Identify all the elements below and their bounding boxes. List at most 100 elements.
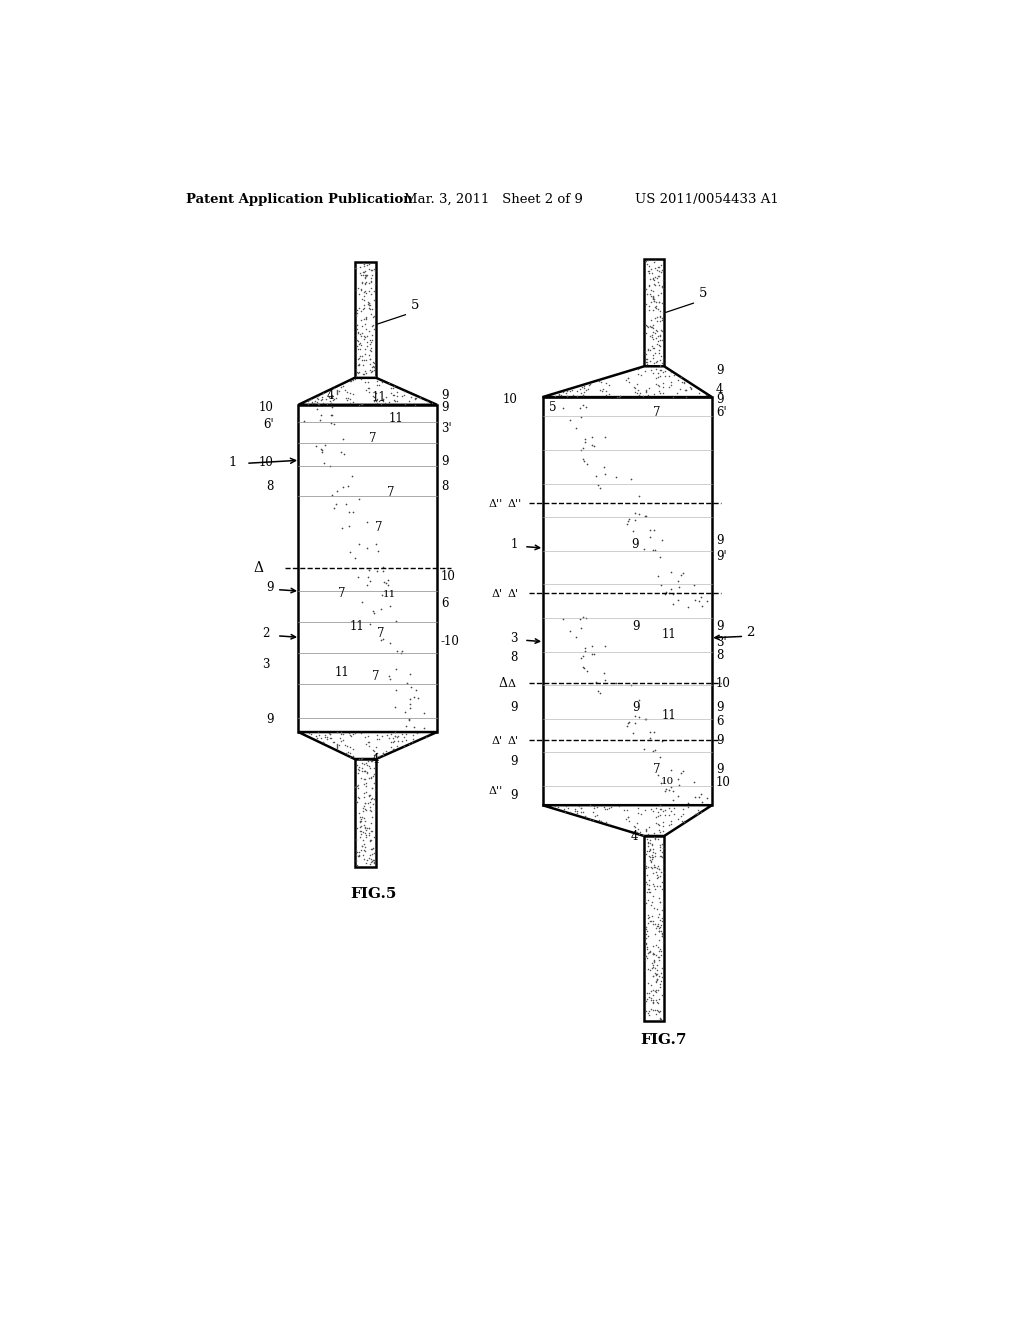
Point: [310, 393, 327, 414]
Point: [350, 355, 367, 376]
Point: [652, 772, 669, 793]
Point: [302, 388, 318, 409]
Point: [357, 343, 374, 364]
Polygon shape: [543, 367, 712, 397]
Point: [640, 249, 656, 271]
Point: [638, 381, 654, 403]
Point: [348, 342, 365, 363]
Point: [654, 854, 671, 875]
Point: [361, 784, 378, 805]
Point: [575, 395, 592, 416]
Point: [366, 788, 382, 809]
Point: [646, 879, 663, 900]
Point: [357, 318, 374, 339]
Point: [642, 911, 658, 932]
Point: [645, 314, 662, 335]
Point: [409, 722, 425, 743]
Point: [348, 257, 365, 279]
Point: [647, 842, 664, 863]
Point: [357, 282, 374, 304]
Point: [651, 375, 668, 396]
Point: [651, 329, 668, 350]
Point: [366, 850, 382, 871]
Point: [660, 366, 677, 387]
Point: [360, 345, 377, 366]
Point: [649, 350, 666, 371]
Point: [352, 810, 369, 832]
Point: [638, 1001, 654, 1022]
Point: [651, 846, 668, 867]
Point: [693, 792, 710, 813]
Polygon shape: [543, 397, 712, 610]
Point: [637, 360, 653, 381]
Point: [671, 577, 687, 598]
Point: [649, 260, 666, 281]
Point: [356, 360, 373, 381]
Point: [350, 566, 367, 587]
Point: [333, 442, 349, 463]
Text: 7: 7: [377, 627, 384, 640]
Point: [651, 949, 668, 970]
Text: 9: 9: [441, 401, 449, 414]
Point: [653, 352, 670, 374]
Point: [355, 783, 372, 804]
Point: [654, 277, 671, 298]
Point: [648, 964, 665, 985]
Point: [641, 907, 657, 928]
Point: [333, 723, 349, 744]
Point: [361, 796, 378, 817]
Point: [309, 385, 326, 407]
Point: [366, 739, 382, 760]
Point: [357, 350, 374, 371]
Point: [353, 840, 370, 861]
Point: [642, 315, 658, 337]
Point: [360, 785, 377, 807]
Point: [406, 729, 422, 750]
Point: [646, 257, 663, 279]
Point: [650, 913, 667, 935]
Point: [357, 339, 374, 360]
Point: [362, 767, 379, 788]
Text: 9: 9: [266, 581, 273, 594]
Point: [650, 298, 667, 319]
Point: [408, 388, 424, 409]
Point: [628, 705, 644, 726]
Point: [398, 723, 415, 744]
Point: [642, 987, 658, 1008]
Point: [574, 437, 591, 458]
Point: [375, 628, 391, 649]
Point: [650, 764, 667, 785]
Point: [653, 730, 670, 751]
Point: [693, 587, 710, 609]
Point: [596, 463, 612, 484]
Point: [585, 426, 601, 447]
Point: [574, 801, 591, 822]
Point: [644, 985, 660, 1006]
Point: [641, 275, 657, 296]
Point: [649, 1001, 666, 1022]
Point: [670, 570, 686, 591]
Text: 5: 5: [549, 401, 556, 414]
Point: [353, 345, 370, 366]
Point: [351, 803, 368, 824]
Point: [594, 381, 610, 403]
Point: [665, 593, 681, 614]
Point: [639, 939, 655, 960]
Point: [632, 821, 648, 842]
Point: [644, 268, 660, 289]
Point: [647, 739, 664, 760]
Point: [653, 346, 670, 367]
Point: [368, 391, 384, 412]
Point: [652, 574, 669, 595]
Point: [346, 368, 362, 389]
Point: [331, 380, 347, 401]
Point: [653, 846, 670, 867]
Point: [350, 321, 367, 342]
Point: [383, 731, 399, 752]
Point: [612, 385, 629, 407]
Point: [364, 362, 380, 383]
Point: [586, 644, 602, 665]
Point: [305, 393, 322, 414]
Point: [353, 748, 370, 770]
Point: [645, 913, 662, 935]
